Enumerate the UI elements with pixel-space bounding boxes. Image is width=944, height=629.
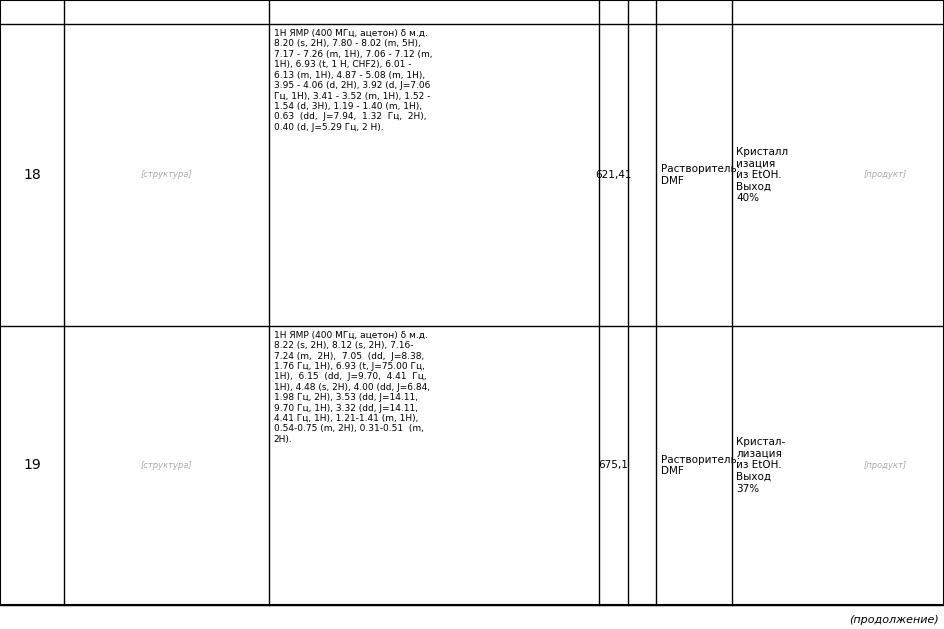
Text: [структура]: [структура]: [141, 461, 193, 470]
Text: (продолжение): (продолжение): [850, 615, 939, 625]
Text: 19: 19: [24, 459, 41, 472]
Text: [структура]: [структура]: [141, 170, 193, 179]
Text: 621,41: 621,41: [596, 170, 632, 180]
Text: Растворитель:
DMF: Растворитель: DMF: [661, 455, 740, 476]
Text: 675,1: 675,1: [598, 460, 629, 470]
Text: Кристалл
изация
из EtOH.
Выход
40%: Кристалл изация из EtOH. Выход 40%: [736, 147, 788, 203]
Text: Кристал-
лизация
из EtOH.
Выход
37%: Кристал- лизация из EtOH. Выход 37%: [736, 437, 785, 494]
Text: [продукт]: [продукт]: [864, 170, 906, 179]
Text: [продукт]: [продукт]: [864, 461, 906, 470]
Text: 1Н ЯМР (400 МГц, ацетон) δ м.д.
8.22 (s, 2H), 8.12 (s, 2H), 7.16-
7.24 (m,  2H),: 1Н ЯМР (400 МГц, ацетон) δ м.д. 8.22 (s,…: [274, 331, 430, 444]
Text: 1Н ЯМР (400 МГц, ацетон) δ м.д.
8.20 (s, 2H), 7.80 - 8.02 (m, 5H),
7.17 - 7.26 (: 1Н ЯМР (400 МГц, ацетон) δ м.д. 8.20 (s,…: [274, 29, 432, 131]
Text: Растворитель:
DMF: Растворитель: DMF: [661, 164, 740, 186]
Text: 18: 18: [24, 168, 41, 182]
